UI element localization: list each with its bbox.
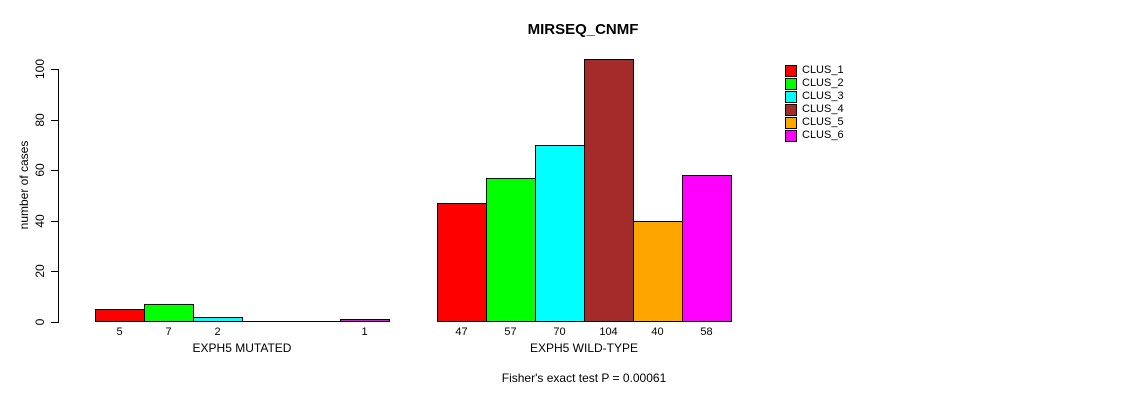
bar-value-label: 7 — [165, 326, 172, 338]
bar-clus_1 — [437, 203, 487, 322]
bar-value-label: 40 — [651, 326, 664, 338]
bar-value-label: 2 — [214, 326, 221, 338]
bar-clus_6 — [340, 319, 390, 322]
bar-clus_2 — [486, 178, 536, 322]
bar-value-label: 70 — [553, 326, 566, 338]
bar-clus_5 — [633, 221, 683, 322]
y-tick — [51, 170, 58, 171]
y-tick — [51, 69, 58, 70]
legend-label: CLUS_3 — [802, 90, 844, 102]
legend-swatch-clus_4 — [785, 103, 797, 116]
chart-title: MIRSEQ_CNMF — [527, 21, 639, 38]
bar-clus_2 — [144, 304, 194, 322]
legend-item: CLUS_2 — [785, 77, 844, 90]
y-tick-label: 0 — [33, 318, 47, 326]
bar-clus_3 — [535, 145, 585, 322]
annotation-fisher-test: Fisher's exact test P = 0.00061 — [501, 371, 667, 385]
bar-value-label: 47 — [455, 326, 468, 338]
y-axis-line — [58, 69, 59, 323]
y-tick-label: 60 — [33, 163, 47, 177]
bar-value-label: 104 — [599, 326, 618, 338]
legend-swatch-clus_6 — [785, 129, 797, 142]
bar-clus_6 — [682, 175, 732, 322]
group-label: EXPH5 WILD-TYPE — [529, 341, 639, 355]
legend-swatch-clus_2 — [785, 77, 797, 90]
bar-value-label: 1 — [361, 326, 368, 338]
legend-item: CLUS_6 — [785, 129, 844, 142]
y-tick-label: 80 — [33, 113, 47, 127]
legend-label: CLUS_5 — [802, 116, 844, 128]
y-tick-label: 100 — [33, 58, 47, 80]
bar-clus_1 — [95, 309, 145, 322]
bar-value-label: 57 — [504, 326, 517, 338]
bar-clus_3 — [193, 317, 243, 322]
legend-label: CLUS_4 — [802, 103, 844, 115]
bar-clus_4 — [584, 59, 634, 322]
legend-label: CLUS_1 — [802, 64, 844, 76]
legend-swatch-clus_5 — [785, 116, 797, 129]
y-tick — [51, 271, 58, 272]
legend-item: CLUS_5 — [785, 116, 844, 129]
legend-item: CLUS_1 — [785, 64, 844, 77]
legend-item: CLUS_4 — [785, 103, 844, 116]
legend: CLUS_1 CLUS_2 CLUS_3 CLUS_4 CLUS_5 CLUS_6 — [785, 64, 844, 142]
legend-swatch-clus_3 — [785, 90, 797, 103]
y-tick-label: 20 — [33, 264, 47, 278]
bar-value-label: 5 — [116, 326, 123, 338]
legend-label: CLUS_6 — [802, 129, 844, 141]
legend-label: CLUS_2 — [802, 77, 844, 89]
group-label: EXPH5 MUTATED — [192, 341, 292, 355]
legend-item: CLUS_3 — [785, 90, 844, 103]
y-tick — [51, 120, 58, 121]
y-tick — [51, 322, 58, 323]
legend-swatch-clus_1 — [785, 64, 797, 77]
bar-value-label: 58 — [700, 326, 713, 338]
y-tick-label: 40 — [33, 214, 47, 228]
y-axis-label: number of cases — [17, 140, 31, 230]
y-tick — [51, 221, 58, 222]
